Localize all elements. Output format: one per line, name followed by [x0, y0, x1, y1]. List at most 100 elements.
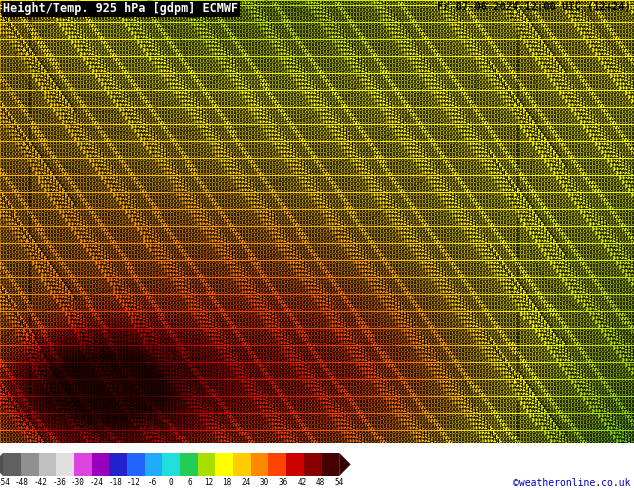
Text: 7: 7	[499, 52, 503, 57]
Text: 0: 0	[538, 337, 542, 342]
Text: 0: 0	[236, 99, 240, 104]
Text: 3: 3	[332, 405, 335, 410]
Text: 0: 0	[356, 278, 359, 283]
Text: 9: 9	[125, 329, 129, 334]
Text: 6: 6	[41, 146, 45, 151]
Text: 8: 8	[398, 261, 401, 266]
Text: 9: 9	[523, 333, 527, 338]
Text: 2: 2	[389, 210, 392, 215]
Text: 7: 7	[619, 316, 623, 321]
Text: 5: 5	[598, 392, 602, 397]
Text: 5: 5	[544, 137, 548, 143]
Text: 9: 9	[200, 150, 204, 155]
Text: 8: 8	[131, 163, 134, 168]
Text: 4: 4	[406, 409, 410, 415]
Text: 3: 3	[622, 345, 626, 351]
Text: 0: 0	[164, 278, 167, 283]
Text: 8: 8	[385, 163, 389, 168]
Text: 6: 6	[26, 222, 30, 227]
Text: 9: 9	[95, 392, 99, 397]
Text: 0: 0	[325, 44, 329, 49]
Text: 1: 1	[257, 401, 261, 406]
Text: 8: 8	[526, 175, 530, 181]
Text: 6: 6	[116, 74, 120, 78]
Text: 7: 7	[122, 159, 126, 164]
Text: 8: 8	[283, 299, 287, 304]
Text: 9: 9	[358, 1, 362, 6]
Text: 7: 7	[529, 188, 533, 194]
Text: 8: 8	[430, 226, 434, 232]
Text: 8: 8	[628, 129, 631, 134]
Text: 7: 7	[547, 214, 551, 219]
Text: 6: 6	[200, 5, 204, 11]
Text: 2: 2	[484, 154, 488, 159]
Text: 6: 6	[224, 324, 228, 329]
Text: 8: 8	[541, 103, 545, 108]
Text: 8: 8	[631, 52, 634, 57]
Text: 8: 8	[23, 188, 27, 194]
Text: 8: 8	[302, 121, 306, 125]
Text: 2: 2	[56, 5, 60, 11]
Text: 8: 8	[505, 418, 509, 423]
Text: 0: 0	[35, 375, 39, 380]
Text: 7: 7	[89, 210, 93, 215]
Text: 0: 0	[86, 261, 90, 266]
Text: 8: 8	[101, 307, 105, 312]
Text: 0: 0	[47, 291, 51, 295]
Text: 6: 6	[389, 95, 392, 100]
Text: 1: 1	[382, 14, 386, 19]
Text: 9: 9	[295, 197, 299, 202]
Text: 6: 6	[292, 240, 296, 245]
Text: 5: 5	[580, 278, 584, 283]
Text: 4: 4	[323, 291, 327, 295]
Text: 9: 9	[212, 70, 216, 74]
Text: 6: 6	[143, 112, 146, 117]
Text: 6: 6	[377, 172, 380, 176]
Text: 0: 0	[295, 380, 299, 385]
Text: 7: 7	[361, 329, 365, 334]
Text: 5: 5	[62, 95, 66, 100]
Text: 3: 3	[221, 431, 224, 436]
Text: 3: 3	[209, 222, 212, 227]
Text: 6: 6	[320, 78, 323, 83]
Text: 6: 6	[463, 10, 467, 15]
Text: 8: 8	[95, 116, 99, 121]
Text: 6: 6	[422, 329, 425, 334]
Text: 6: 6	[299, 248, 302, 253]
Text: 0: 0	[209, 52, 212, 57]
Text: 9: 9	[101, 103, 105, 108]
Text: 6: 6	[370, 345, 374, 351]
Text: 8: 8	[140, 367, 144, 372]
Text: 0: 0	[580, 124, 584, 130]
Text: 7: 7	[469, 10, 473, 15]
Text: 1: 1	[101, 265, 105, 270]
Text: 6: 6	[424, 418, 428, 423]
Text: 9: 9	[2, 422, 6, 427]
Text: 2: 2	[589, 392, 593, 397]
Text: 5: 5	[466, 27, 470, 32]
Text: 6: 6	[361, 142, 365, 147]
Text: 0: 0	[260, 231, 263, 236]
Text: 8: 8	[496, 222, 500, 227]
Text: 8: 8	[478, 103, 482, 108]
Text: 9: 9	[457, 244, 461, 248]
Text: 8: 8	[517, 61, 521, 66]
Text: 3: 3	[287, 146, 290, 151]
Text: 8: 8	[514, 431, 518, 436]
Text: 3: 3	[224, 150, 228, 155]
Text: 1: 1	[32, 367, 36, 372]
Text: 1: 1	[307, 193, 311, 197]
Text: 9: 9	[161, 384, 165, 389]
Text: 8: 8	[613, 27, 617, 32]
Text: 1: 1	[517, 210, 521, 215]
Text: 1: 1	[505, 291, 509, 295]
Text: 0: 0	[191, 414, 195, 418]
Text: 1: 1	[389, 307, 392, 312]
Text: 9: 9	[496, 19, 500, 24]
Text: 8: 8	[41, 35, 45, 40]
Text: 9: 9	[410, 261, 413, 266]
Text: 4: 4	[283, 333, 287, 338]
Text: 8: 8	[520, 65, 524, 70]
Text: 8: 8	[443, 324, 446, 329]
Text: 6: 6	[68, 5, 72, 11]
